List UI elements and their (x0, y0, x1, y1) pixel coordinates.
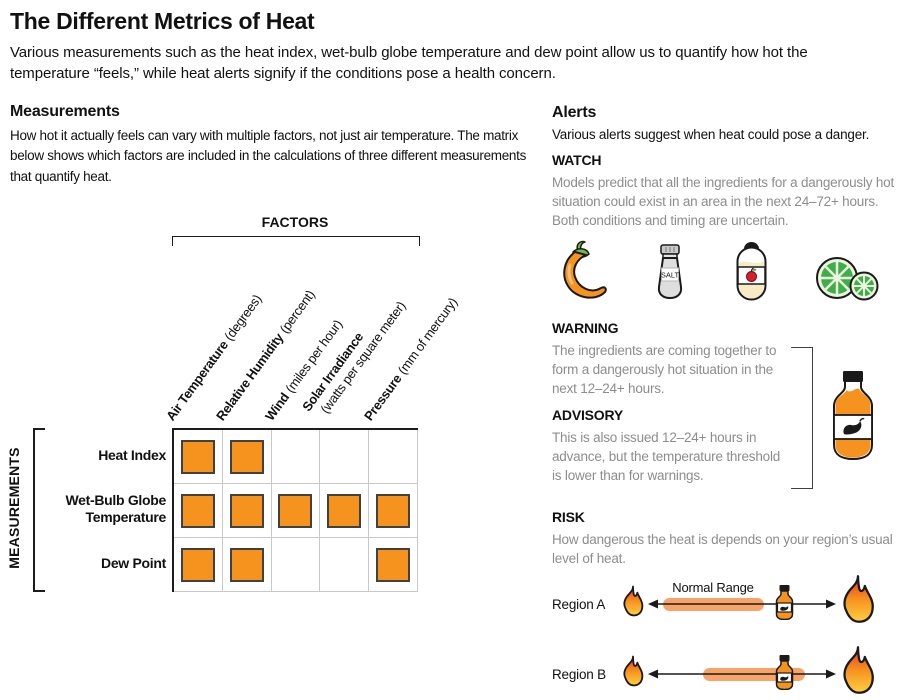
alerts-description: Various alerts suggest when heat could p… (552, 127, 870, 142)
included-mark (229, 547, 264, 582)
included-mark (180, 547, 215, 582)
advisory-heading: ADVISORY (552, 407, 624, 423)
included-mark (327, 493, 362, 528)
matrix-cell (222, 484, 272, 538)
warning-advisory-bracket (791, 347, 813, 489)
factor-column-label: Air Temperature(degrees) (163, 291, 265, 424)
warning-text: The ingredients are coming together to f… (552, 343, 777, 397)
large-flame-icon (837, 645, 879, 700)
hot-sauce-bottle-marker-icon (775, 584, 794, 625)
matrix-cell (320, 538, 370, 592)
included-mark (376, 493, 411, 528)
hot-sauce-bottle-icon (832, 369, 874, 466)
range-arrow (648, 597, 836, 616)
warning-heading: WARNING (552, 320, 619, 336)
matrix-cell (222, 430, 272, 484)
watch-text: Models predict that all the ingredients … (552, 175, 895, 229)
small-flame-icon (620, 655, 646, 692)
region-a-label: Region A (552, 597, 606, 612)
matrix-cell (271, 538, 321, 592)
factor-matrix (172, 428, 418, 592)
hot-sauce-bottle-marker-icon (775, 654, 794, 695)
matrix-cell (320, 484, 370, 538)
measurements-description: How hot it actually feels can vary with … (10, 128, 527, 184)
included-mark (278, 493, 313, 528)
matrix-cell (369, 430, 418, 484)
included-mark (180, 439, 215, 474)
measurements-heading: Measurements (10, 103, 120, 120)
chili-pepper-icon (553, 239, 607, 306)
range-arrow (648, 667, 836, 686)
matrix-cell (174, 538, 223, 592)
included-mark (229, 439, 264, 474)
included-mark (229, 493, 264, 528)
matrix-cell (174, 430, 223, 484)
matrix-cell (271, 430, 321, 484)
salt-shaker-icon: SALT (652, 243, 688, 306)
measurement-row-label: Dew Point (101, 555, 166, 571)
ingredient-icons-row: SALT (553, 239, 879, 306)
included-mark (376, 547, 411, 582)
measurements-bracket (33, 428, 45, 592)
matrix-cell (174, 484, 223, 538)
risk-heading: RISK (552, 509, 585, 525)
measurement-row-label: Wet-Bulb Globe Temperature (65, 492, 166, 525)
watch-heading: WATCH (552, 152, 602, 168)
region-b-label: Region B (552, 667, 606, 682)
lime-slices-icon (815, 255, 879, 306)
matrix-cell (369, 484, 418, 538)
alerts-heading: Alerts (552, 104, 597, 121)
factors-label: FACTORS (261, 214, 329, 230)
included-mark (180, 493, 215, 528)
matrix-cell (320, 430, 370, 484)
measurement-row-label: Heat Index (98, 447, 166, 463)
small-flame-icon (620, 585, 646, 622)
advisory-text: This is also issued 12–24+ hours in adva… (552, 430, 781, 484)
page-title: The Different Metrics of Heat (10, 8, 315, 34)
large-flame-icon (837, 574, 879, 629)
risk-text: How dangerous the heat is depends on you… (552, 532, 893, 567)
page-subtitle: Various measurements such as the heat in… (10, 44, 808, 83)
vinegar-bottle-icon (733, 239, 770, 306)
matrix-cell (222, 538, 272, 592)
measurements-axis-label: MEASUREMENTS (6, 447, 22, 569)
normal-range-label: Normal Range (672, 580, 754, 595)
matrix-cell (271, 484, 321, 538)
matrix-cell (369, 538, 418, 592)
salt-label: SALT (661, 271, 680, 280)
factors-bracket (172, 236, 420, 246)
